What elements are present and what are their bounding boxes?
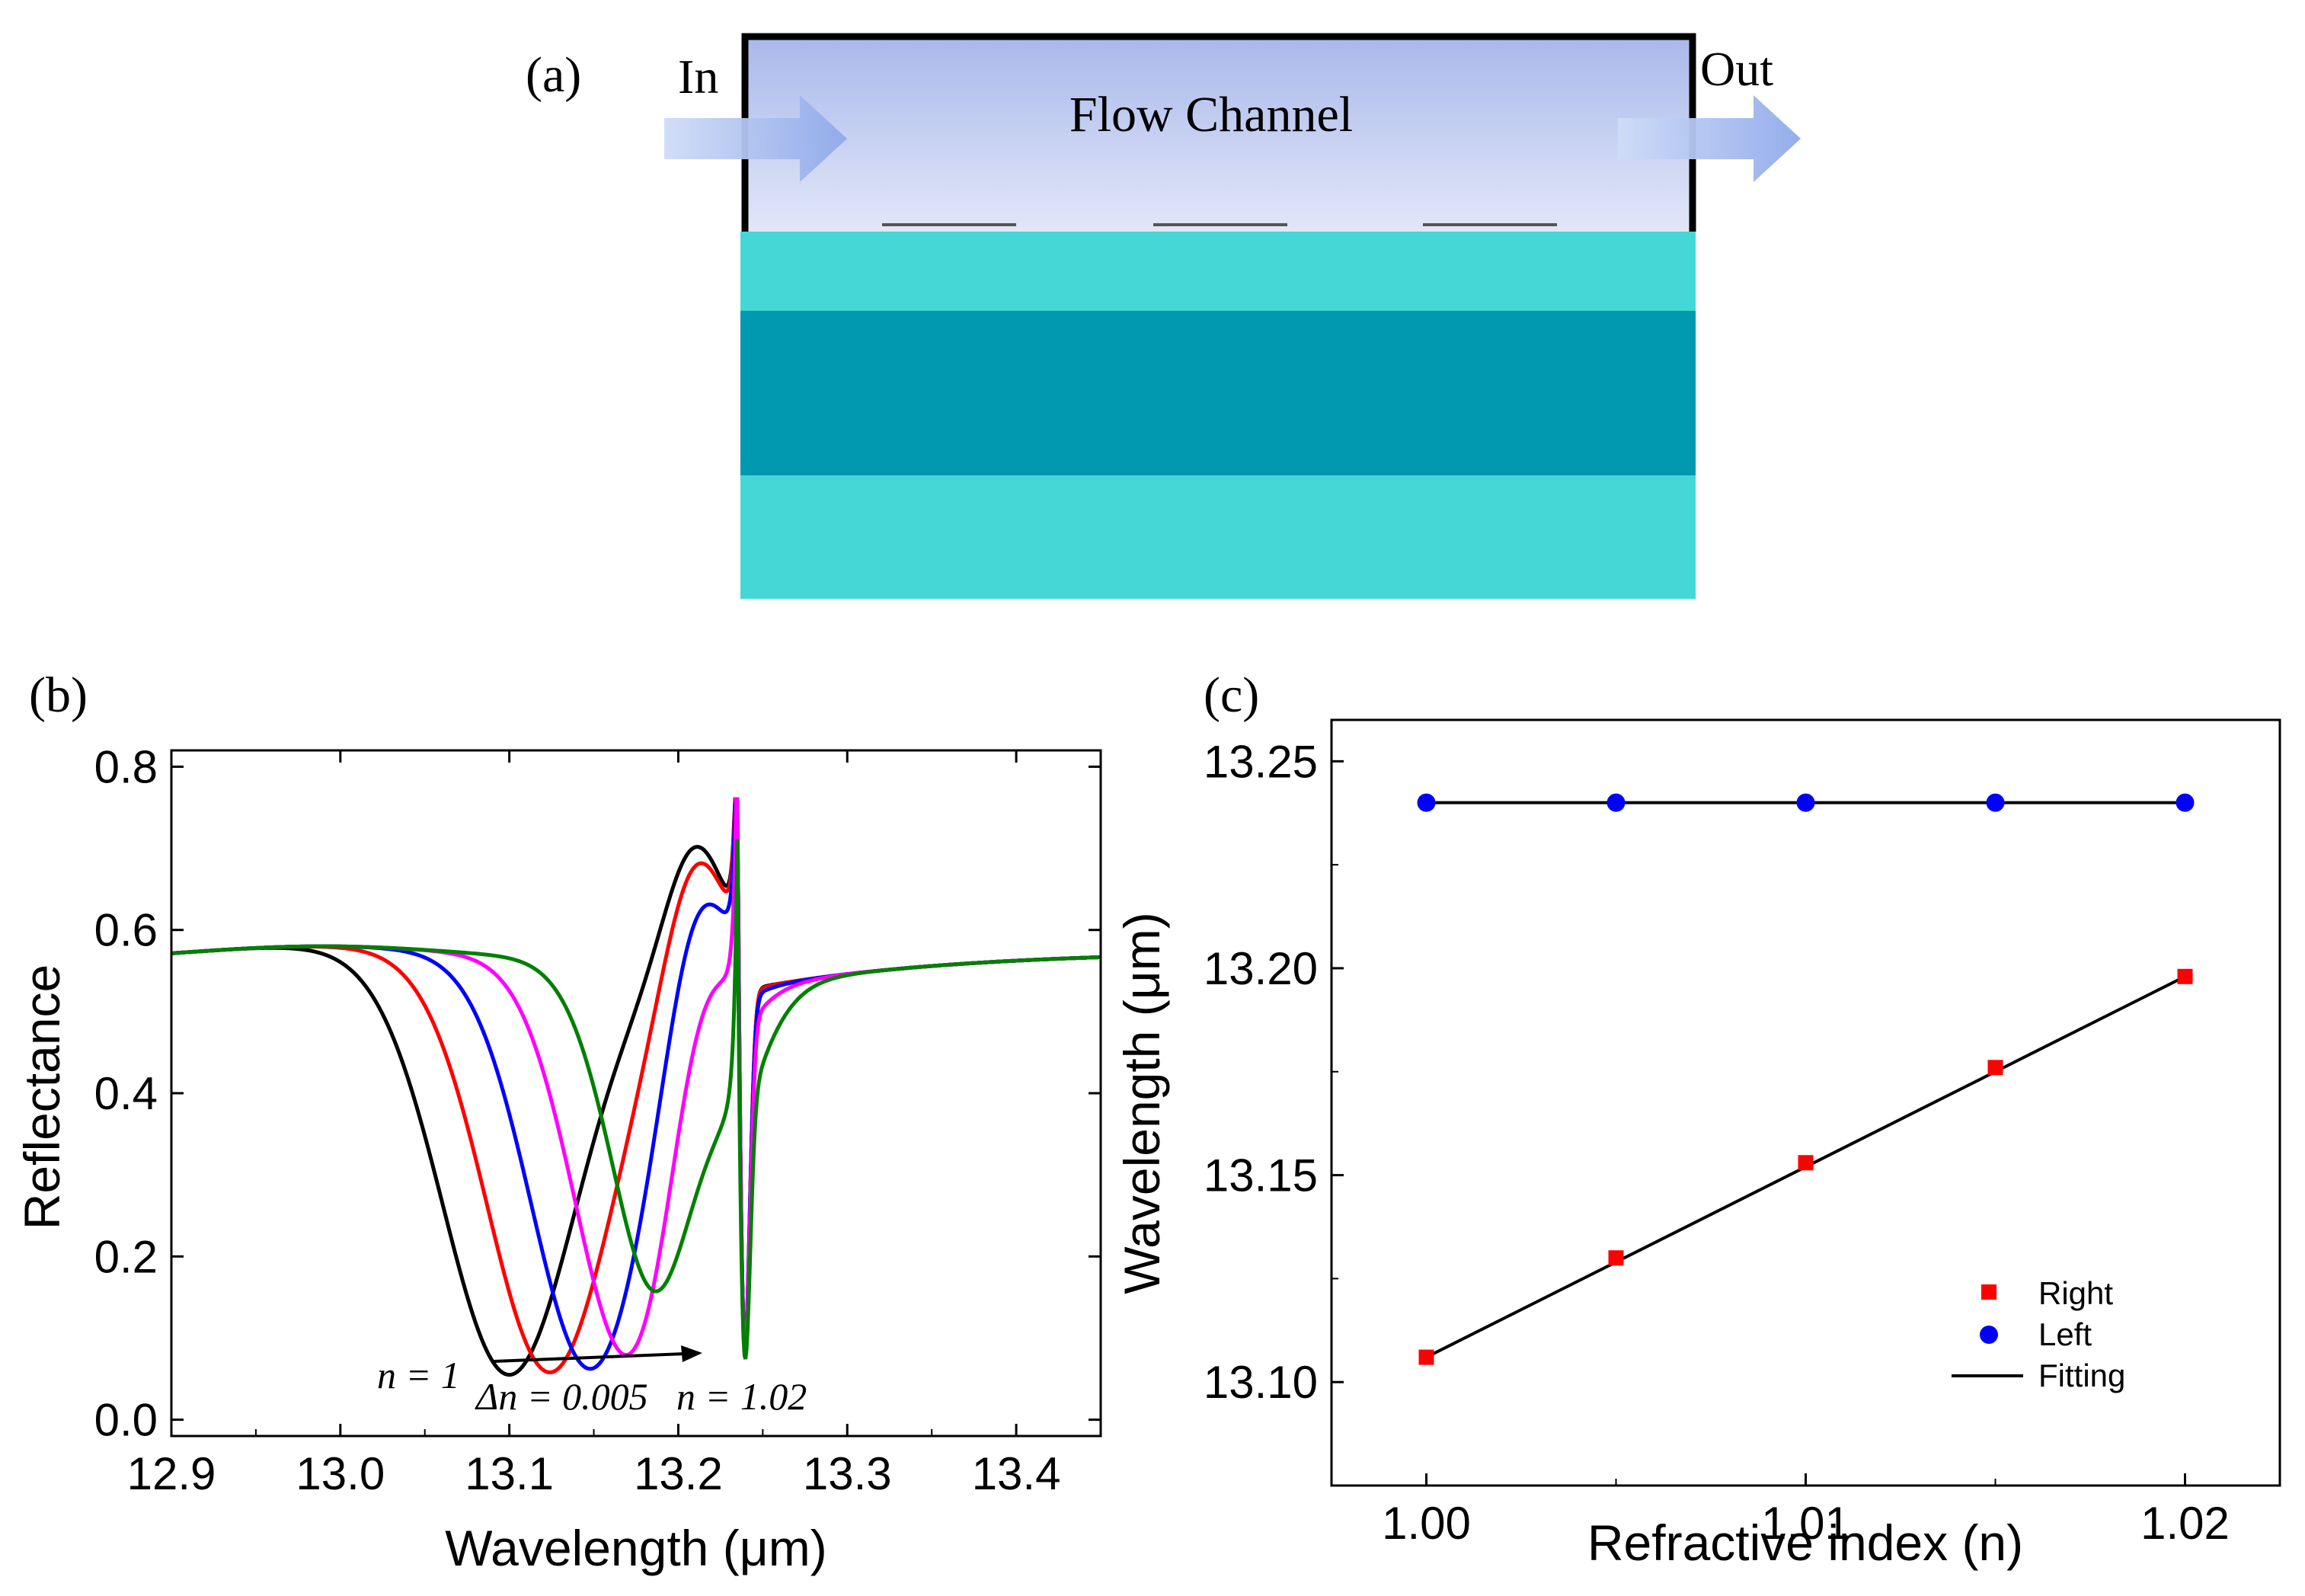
plot-b-ytick-label: 0.8 (94, 741, 158, 792)
panel-a: (a) In Out Flow Channel (526, 33, 1801, 599)
plot-c-xlabel: Refractive index (n) (1587, 1514, 2023, 1571)
point-right (1608, 1250, 1624, 1266)
nanostructure-array-1 (882, 223, 1016, 226)
reflectance-curve-0 (171, 797, 1101, 1377)
plot-c-ytick-label: 13.10 (1204, 1357, 1318, 1408)
panel-b: (b) 12.9 13.0 13.1 13.2 13.3 13.4 0.0 0.2 0.4 0.6… (14, 667, 1102, 1576)
legend-marker-left (1980, 1326, 1998, 1344)
core-layer (740, 311, 1696, 475)
plot-b-ytick-label: 0.6 (94, 905, 158, 956)
plot-b-xtick-label: 13.2 (634, 1448, 723, 1499)
plot-c-ytick-label: 13.20 (1204, 943, 1318, 994)
reflectance-curve-4 (171, 840, 1101, 1360)
plot-c-frame (1330, 718, 2281, 1487)
plot-b-axes: 12.9 13.0 13.1 13.2 13.3 13.4 0.0 0.2 0.4 0.6 0.8 (94, 741, 1101, 1499)
point-left (1796, 793, 1815, 812)
legend-label-left: Left (2038, 1316, 2092, 1352)
panel-a-label: (a) (526, 47, 581, 103)
point-left (1606, 793, 1626, 812)
legend-label-fitting: Fitting (2038, 1358, 2125, 1393)
plot-c-ylabel: Wavelength (μm) (1114, 912, 1170, 1294)
plot-b-xtick-label: 13.1 (465, 1448, 554, 1499)
point-left (2176, 793, 2195, 812)
plot-b-xtick-label: 13.3 (803, 1448, 892, 1499)
panel-b-label: (b) (29, 667, 88, 723)
nanostructure-array-3 (1423, 223, 1557, 226)
point-right (1418, 1349, 1434, 1365)
reflectance-curve-1 (171, 797, 1101, 1374)
plot-b-xlabel: Wavelength (μm) (445, 1520, 826, 1576)
legend-marker-right (1981, 1284, 1996, 1300)
flow-channel (745, 37, 1693, 232)
point-right (2177, 968, 2193, 984)
reflectance-curves (171, 797, 1101, 1377)
channel-label: Flow Channel (1069, 87, 1353, 142)
legend-label-right: Right (2038, 1275, 2113, 1311)
plot-b-ytick-label: 0.4 (94, 1068, 158, 1119)
reflectance-curve-2 (171, 797, 1101, 1371)
point-right (1987, 1060, 2003, 1076)
data-points (1417, 793, 2195, 1365)
plot-c-axes: 1.00 1.01 1.02 13.10 13.15 13.20 13.25 (1204, 736, 2230, 1549)
panel-c: (c) 1.00 1.01 1.02 13.10 13.15 13.20 13.25 Ref… (1114, 667, 2281, 1571)
plot-c-xtick-label: 1.01 (1761, 1498, 1850, 1549)
point-left (1417, 793, 1436, 812)
inlet-arrow (664, 95, 847, 182)
plot-c-ytick-label: 13.15 (1204, 1150, 1318, 1201)
plot-b-xtick-label: 12.9 (127, 1448, 216, 1499)
legend: Right Left Fitting (1952, 1275, 2125, 1393)
in-label: In (678, 50, 718, 104)
upper-cladding-layer (740, 232, 1696, 311)
panel-c-label: (c) (1204, 667, 1259, 723)
annotation-n-start: n = 1 (377, 1354, 460, 1396)
point-right (1798, 1155, 1814, 1171)
nanostructure-array-2 (1153, 223, 1287, 226)
reflectance-curve-3 (171, 797, 1101, 1358)
outlet-arrow (1618, 95, 1801, 182)
annotation-n-end: n = 1.02 (676, 1375, 807, 1418)
point-left (1986, 793, 2005, 812)
plot-c-xtick-label: 1.00 (1382, 1498, 1471, 1549)
annotation-delta-n: Δn = 0.005 (475, 1375, 648, 1418)
plot-c-ytick-label: 13.25 (1204, 736, 1318, 787)
plot-b-ytick-label: 0.0 (94, 1395, 158, 1446)
lower-cladding-layer (740, 475, 1696, 599)
plot-b-ylabel: Reflectance (14, 964, 70, 1230)
shift-arrow (493, 1345, 702, 1363)
plot-b-ytick-label: 0.2 (94, 1231, 158, 1282)
out-label: Out (1700, 42, 1773, 96)
plot-b-xtick-label: 13.4 (972, 1448, 1061, 1499)
fit-lines (1425, 801, 2186, 1359)
plot-c-xtick-label: 1.02 (2140, 1498, 2230, 1549)
plot-b-xtick-label: 13.0 (296, 1448, 385, 1499)
